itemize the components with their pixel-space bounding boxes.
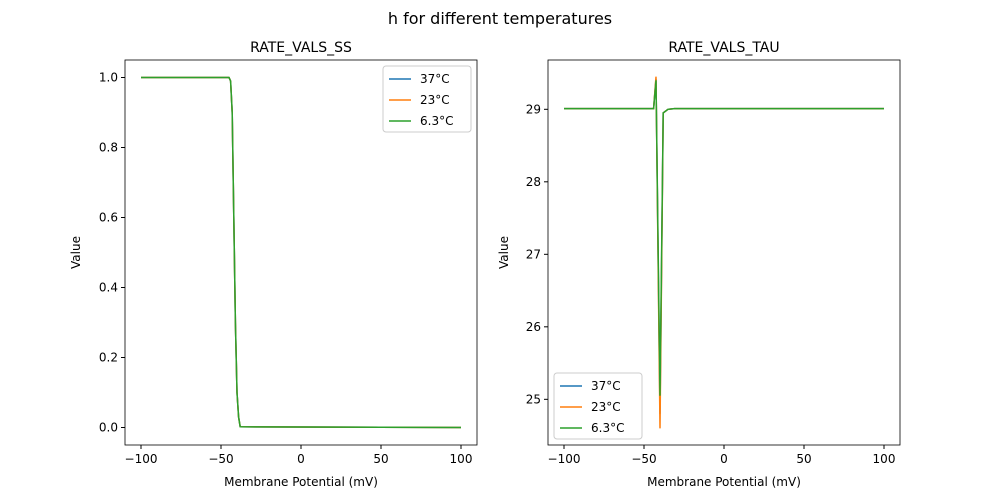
- series-line-0: [564, 78, 884, 414]
- x-tick-label: −100: [548, 452, 581, 466]
- legend: 37°C 23°C 6.3°C: [382, 65, 472, 133]
- x-tick-label: −50: [631, 452, 656, 466]
- subplot-1: RATE_VALS_SS −100 −50 0 50 100 0.0 0.2 0.4 0.6 0.8…: [69, 40, 478, 489]
- x-tick-label: 50: [373, 452, 388, 466]
- y-tick-label: 29: [526, 102, 541, 116]
- legend-label: 23°C: [420, 93, 450, 107]
- x-tick-label: 100: [873, 452, 896, 466]
- x-tick-label: 50: [796, 452, 811, 466]
- legend-label: 6.3°C: [420, 114, 453, 128]
- x-axis-label: Membrane Potential (mV): [224, 475, 378, 489]
- y-tick-label: 28: [526, 175, 541, 189]
- y-axis-label: Value: [497, 236, 511, 269]
- y-tick-label: 26: [526, 320, 541, 334]
- y-tick-label: 25: [526, 392, 541, 406]
- y-tick-label: 0.4: [99, 281, 118, 295]
- y-tick-label: 0.6: [99, 211, 118, 225]
- legend: 37°C 23°C 6.3°C: [553, 372, 643, 440]
- x-tick-label: 0: [297, 452, 305, 466]
- y-tick-label: 0.8: [99, 141, 118, 155]
- series-line-2: [564, 80, 884, 396]
- subplot-title: RATE_VALS_TAU: [668, 40, 779, 56]
- x-tick-label: 0: [720, 452, 728, 466]
- y-tick-label: 0.0: [99, 421, 118, 435]
- y-tick-label: 27: [526, 247, 541, 261]
- series-line-2: [141, 76, 462, 429]
- subplot-title: RATE_VALS_SS: [250, 40, 352, 56]
- legend-label: 6.3°C: [591, 421, 624, 435]
- x-tick-label: −100: [125, 452, 158, 466]
- legend-label: 37°C: [420, 72, 450, 86]
- legend-label: 37°C: [591, 379, 621, 393]
- legend-label: 23°C: [591, 400, 621, 414]
- y-axis-label: Value: [69, 236, 83, 269]
- x-axis-label: Membrane Potential (mV): [647, 475, 801, 489]
- y-tick-label: 0.2: [99, 351, 118, 365]
- x-tick-label: 100: [450, 452, 473, 466]
- x-tick-label: −50: [208, 452, 233, 466]
- figure-title: h for different temperatures: [388, 9, 612, 28]
- y-tick-label: 1.0: [99, 71, 118, 85]
- subplot-2: RATE_VALS_TAU −100 −50 0 50 100 25 26 27 28 29 Memb…: [497, 40, 901, 489]
